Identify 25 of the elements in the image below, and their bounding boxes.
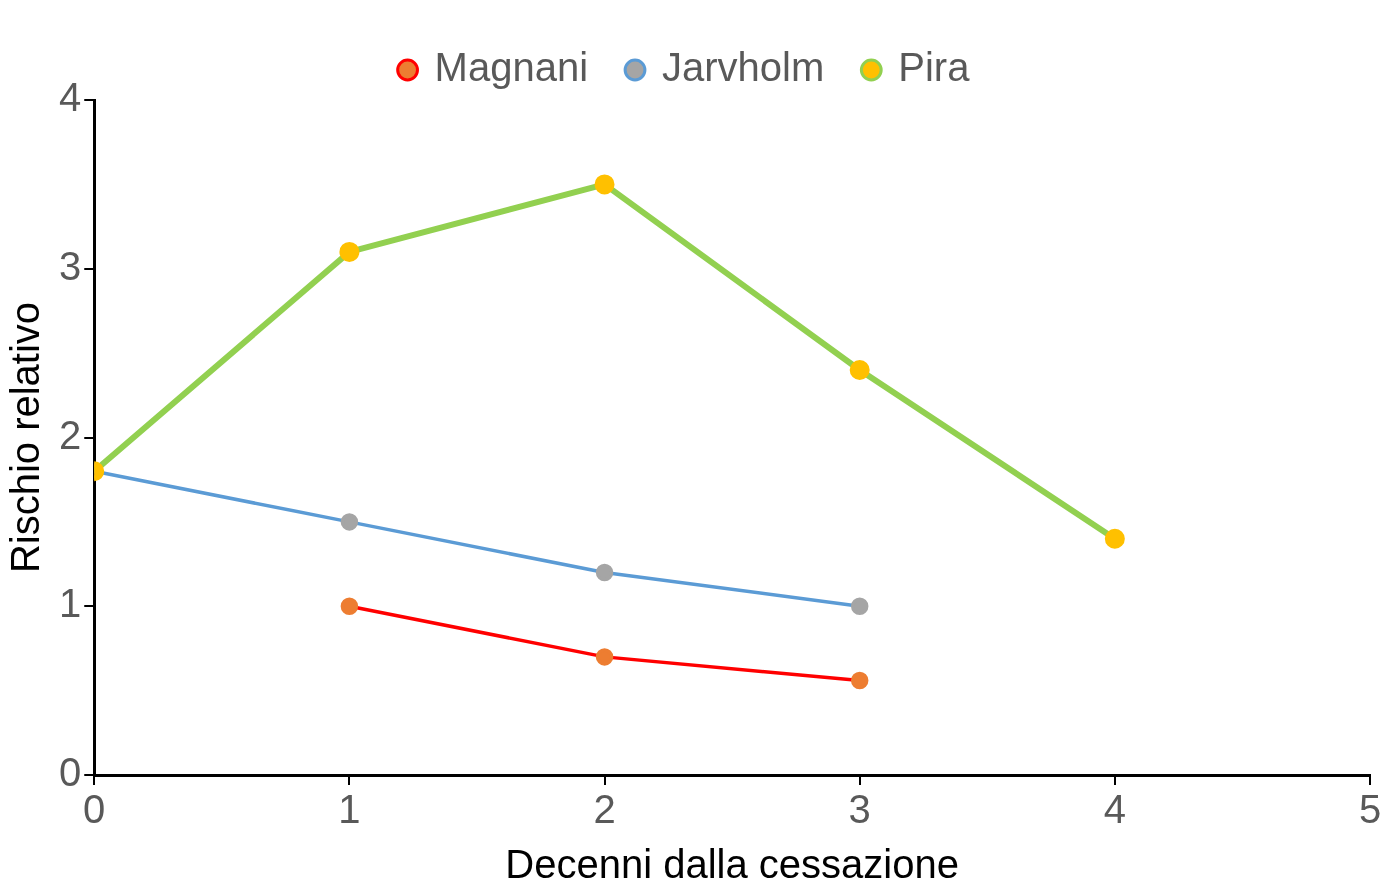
legend-label: Magnani (434, 45, 589, 90)
legend-label: Jarvholm (662, 45, 825, 90)
point (339, 241, 360, 262)
x-tick-label: 5 (1358, 787, 1382, 832)
y-tick-label: 4 (59, 75, 82, 120)
y-tick-label: 3 (59, 243, 82, 288)
y-tick-label: 1 (59, 581, 82, 626)
point (850, 671, 869, 690)
y-tick-label: 2 (59, 412, 82, 457)
y-tick-label: 0 (59, 750, 82, 795)
point (595, 563, 614, 582)
point (1104, 528, 1125, 549)
point (594, 174, 615, 195)
x-tick-label: 2 (593, 787, 616, 832)
x-tick-label: 1 (338, 787, 361, 832)
x-tick-label: 3 (848, 787, 871, 832)
legend-label: Pira (898, 45, 971, 90)
point (849, 360, 870, 380)
point (595, 648, 614, 666)
x-tick-label: 4 (1103, 787, 1126, 832)
point (340, 597, 359, 615)
point (340, 513, 359, 531)
x-axis-title: Decenni dalla cessazione (505, 842, 959, 887)
point (850, 597, 869, 615)
y-axis-title: Rischio relativo (3, 301, 48, 574)
